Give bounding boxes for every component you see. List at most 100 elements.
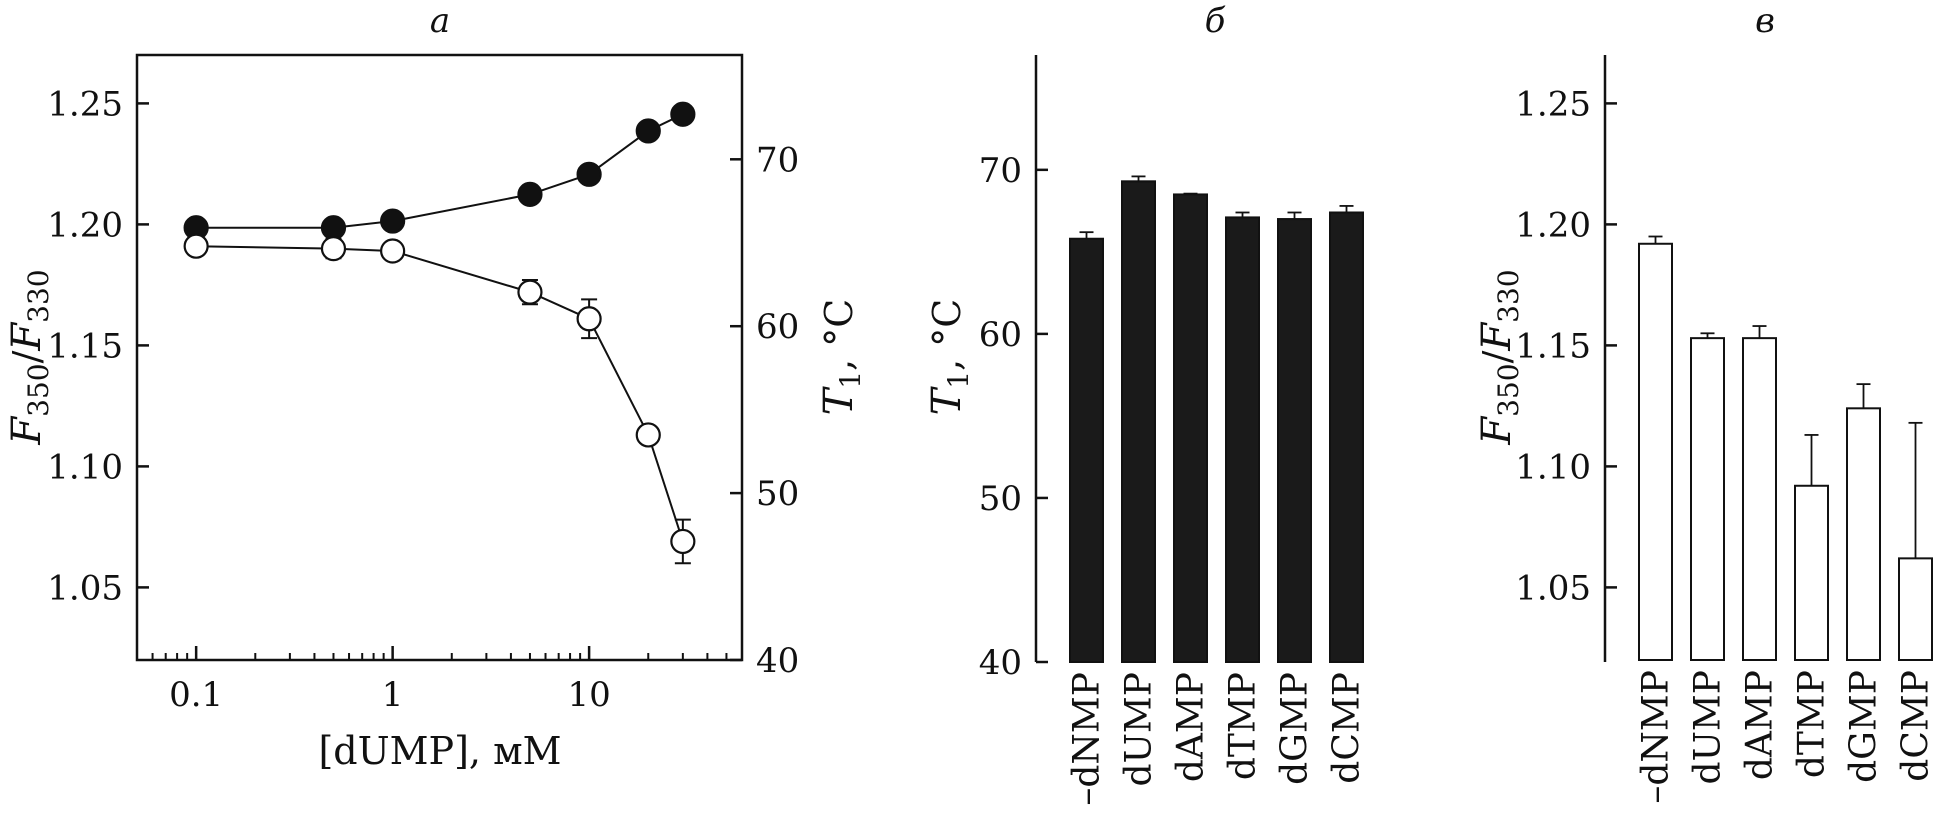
panel-a-point-open (320, 236, 347, 262)
panel-c-y-axis-label: F350/F330 (1474, 269, 1525, 445)
panel-c-category-label: dAMP (1740, 670, 1781, 780)
panel-b-y-axis-label: T1, °C (924, 299, 975, 416)
panel-b-error-bars (1079, 175, 1354, 239)
panel-b-ticks: 40 50 60 70 (979, 151, 1048, 683)
panel-b-ytick-label: 60 (979, 315, 1022, 355)
panel-a-ylabel-f2: F (4, 322, 50, 352)
panel-b-category-label: dTMP (1223, 672, 1264, 780)
panel-b-ylabel-t: T (924, 385, 970, 415)
panel-a-ytick-label: 1.10 (47, 447, 123, 487)
panel-c-bar (1794, 484, 1829, 662)
panel-a-ytick-label: 1.25 (47, 84, 123, 124)
panel-c-ticks: 1.05 1.10 1.15 1.20 1.25 (1515, 84, 1617, 608)
panel-a-series-line-filled (196, 113, 684, 229)
panel-c-bar (1690, 337, 1725, 661)
panel-b-category-label: dUMP (1119, 672, 1160, 786)
panel-a-y2tick-label: 40 (756, 641, 799, 681)
panel-c-category-label: dGMP (1844, 670, 1885, 783)
panel-a-ticks: 1.05 1.10 1.15 1.20 1.25 40 50 60 70 0.1 1 10 (47, 84, 799, 715)
panel-c-ytick-label: 1.15 (1515, 326, 1591, 366)
panel-b-ylabel-sub: 1 (942, 371, 975, 389)
panel-a-xtick-label: 0.1 (169, 675, 223, 715)
panel-c-category-label: dCMP (1896, 670, 1937, 782)
panel-a-ylabel-sub2: 330 (22, 269, 55, 322)
panel-a-point-filled (576, 161, 602, 187)
panel-b-category-label: dAMP (1171, 672, 1212, 782)
panel-a-point-open (670, 528, 696, 555)
panel-b-ytick-label: 70 (979, 151, 1022, 191)
panel-c: в 1.05 1.10 1.15 1.20 1.25 –dNMP dUMP dAMP dTMP… (1474, 1, 1937, 804)
panel-a-y-axis-label: F350/F330 (4, 269, 55, 445)
panel-a-ylabel-sep: / (5, 350, 49, 363)
panel-a-title: а (430, 1, 450, 41)
panel-c-bar (1846, 407, 1881, 661)
panel-b-category-label: dGMP (1275, 672, 1316, 785)
panel-a-point-filled (320, 215, 347, 241)
panel-a-point-filled (670, 101, 696, 127)
panel-c-bar (1898, 557, 1933, 661)
panel-c-ylabel-sub2: 330 (1492, 269, 1525, 322)
panel-a-point-open (380, 238, 406, 264)
panel-a-y2-axis-label: T1, °C (816, 299, 867, 416)
panel-a-point-open (576, 306, 602, 332)
panel-b-bar (1069, 237, 1104, 663)
panel-c-ylabel-f1: F (1474, 416, 1520, 446)
panel-c-ytick-label: 1.20 (1515, 205, 1591, 245)
panel-a-xtick-label: 1 (382, 675, 404, 715)
panel-b-bar (1173, 193, 1208, 663)
panel-a-ytick-label: 1.05 (47, 568, 123, 608)
panel-a-frame (135, 53, 744, 662)
panel-a-points (183, 101, 696, 555)
panel-c-category-labels: –dNMP dUMP dAMP dTMP dGMP dCMP (1636, 670, 1937, 804)
panel-a-ylabel-sub1: 350 (22, 363, 55, 416)
panel-a-y2label-t: T (816, 385, 862, 415)
panel-c-ytick-label: 1.05 (1515, 568, 1591, 608)
panel-c-category-label: dTMP (1792, 670, 1833, 778)
panel-a-ytick-label: 1.20 (47, 205, 123, 245)
panel-c-bar (1638, 242, 1673, 661)
panel-a-y2label-rest: , °C (817, 299, 861, 371)
panel-a-point-filled (517, 181, 543, 207)
panel-a-y2tick-label: 70 (756, 140, 799, 180)
panel-c-category-label: –dNMP (1636, 670, 1677, 804)
panel-c-ylabel-sep: / (1475, 350, 1519, 363)
panel-b-title: б (1205, 1, 1226, 41)
panel-a-point-open (635, 422, 661, 448)
panel-b-bar (1121, 180, 1156, 663)
panel-b-category-label: –dNMP (1067, 672, 1108, 806)
panel-a-point-filled (380, 208, 406, 234)
panel-a-y2label-sub: 1 (834, 371, 867, 389)
panel-c-bar (1742, 337, 1777, 661)
panel-a-x-axis-label: [dUMP], мМ (318, 729, 561, 773)
panel-c-ytick-label: 1.25 (1515, 84, 1591, 124)
panel-b-category-label: dCMP (1327, 672, 1368, 784)
panel-a-y2tick-label: 50 (756, 474, 799, 514)
panel-c-category-label: dUMP (1688, 670, 1729, 784)
panel-b-bars (1069, 180, 1364, 664)
panel-c-ytick-label: 1.10 (1515, 447, 1591, 487)
panel-b-bar (1225, 216, 1260, 663)
panel-b-bar (1329, 211, 1364, 664)
panel-b-ylabel-rest: , °C (925, 299, 969, 371)
panel-a: а 1.05 1.10 1.15 1.20 1.25 40 50 60 70 0.1 1 10 [dU… (4, 1, 867, 773)
panel-a-ytick-label: 1.15 (47, 326, 123, 366)
panel-c-ylabel-f2: F (1474, 322, 1520, 352)
panel-b-bar (1277, 218, 1312, 663)
panel-a-series-line-open (196, 245, 684, 542)
panel-a-point-open (183, 233, 209, 259)
panel-b: б 40 50 60 70 –dNMP dUMP dAMP dTMP dGMP dCMP T1,… (924, 1, 1368, 806)
panel-a-point-filled (635, 118, 661, 144)
panel-a-error-bars (325, 237, 691, 565)
panel-c-title: в (1755, 1, 1775, 41)
panel-a-xtick-label: 10 (567, 675, 610, 715)
panel-a-y2tick-label: 60 (756, 307, 799, 347)
panel-a-point-open (517, 279, 543, 305)
panel-a-series-lines (196, 113, 684, 542)
panel-c-error-bars (1648, 235, 1923, 559)
panel-b-category-labels: –dNMP dUMP dAMP dTMP dGMP dCMP (1067, 672, 1368, 806)
panel-b-ytick-label: 50 (979, 479, 1022, 519)
panel-c-bars (1638, 242, 1933, 662)
panel-a-ylabel-f1: F (4, 416, 50, 446)
panel-c-ylabel-sub1: 350 (1492, 363, 1525, 416)
